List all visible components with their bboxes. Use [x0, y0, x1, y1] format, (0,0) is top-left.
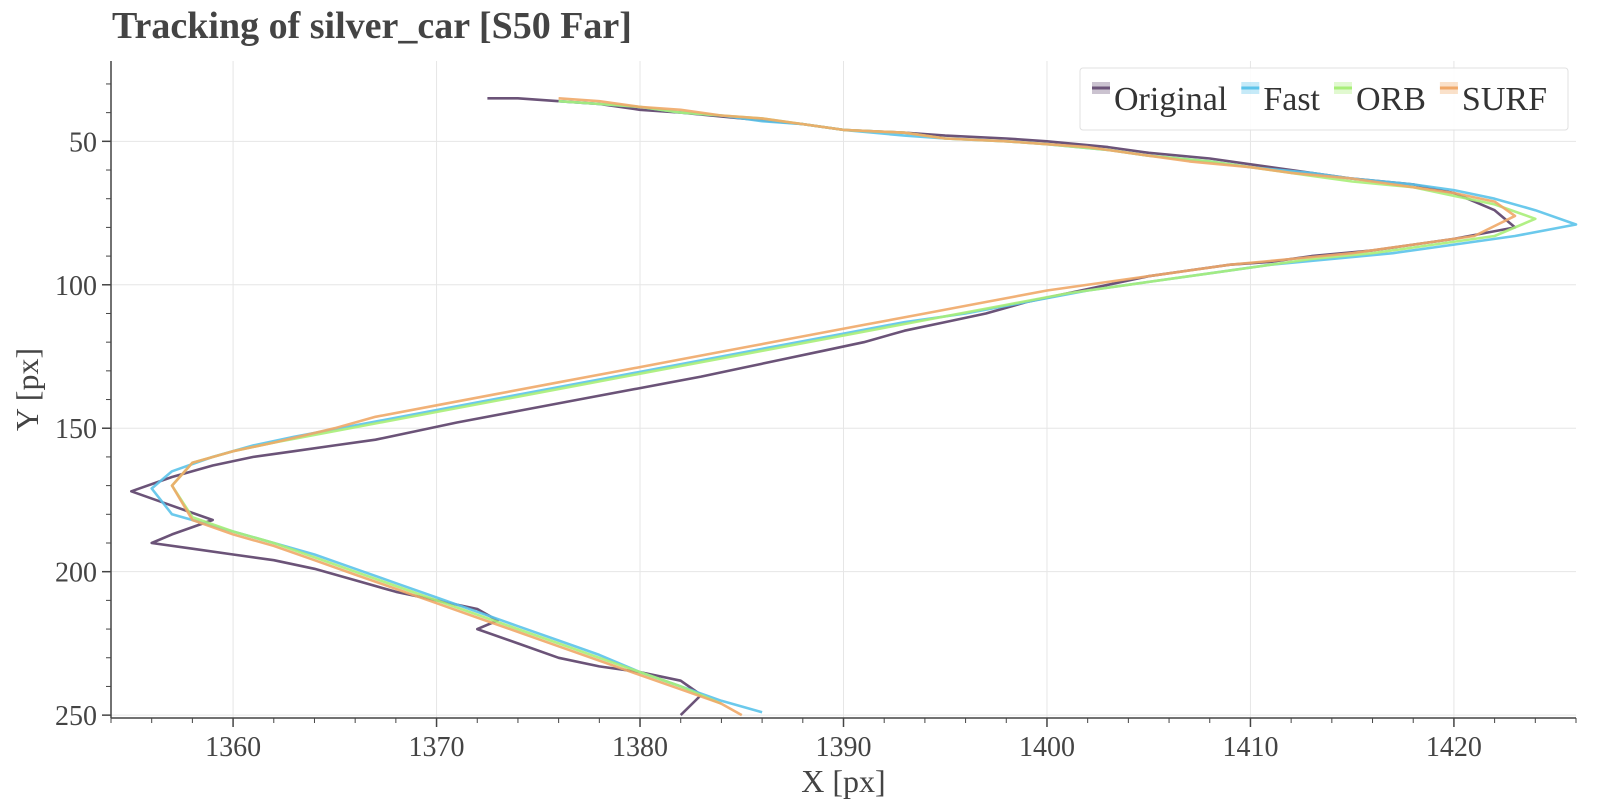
x-tick-label: 1420 — [1426, 732, 1482, 763]
legend-label-original: Original — [1114, 81, 1227, 118]
legend-label-surf: SURF — [1462, 81, 1547, 118]
legend: Original Fast ORB SURF — [1079, 67, 1569, 131]
axes: 1360 1370 1380 1390 1400 1410 1420 50 100 150 200 2… — [55, 61, 1577, 763]
y-tick-label: 50 — [69, 127, 97, 158]
y-tick-label: 200 — [55, 558, 97, 589]
y-tick-label: 100 — [55, 271, 97, 302]
axis-labels: X [px] Y [px] — [9, 348, 886, 799]
legend-box — [1079, 67, 1569, 131]
chart-title: Tracking of silver_car [S50 Far] — [112, 5, 632, 47]
x-tick-label: 1410 — [1222, 732, 1278, 763]
x-tick-label: 1370 — [409, 732, 465, 763]
series-layer — [130, 97, 1578, 717]
y-tick-label: 150 — [55, 414, 97, 445]
x-tick-label: 1380 — [612, 732, 668, 763]
x-tick-label: 1360 — [205, 732, 261, 763]
legend-label-orb: ORB — [1356, 81, 1426, 118]
grid — [111, 61, 1576, 718]
y-axis-label: Y [px] — [9, 348, 45, 431]
x-tick-label: 1390 — [816, 732, 872, 763]
x-tick-label: 1400 — [1019, 732, 1075, 763]
series-line-surf — [170, 97, 1517, 717]
series-line-original — [130, 97, 1517, 717]
y-tick-label: 250 — [55, 701, 97, 732]
legend-label-fast: Fast — [1263, 81, 1320, 118]
x-axis-label: X [px] — [801, 763, 885, 799]
